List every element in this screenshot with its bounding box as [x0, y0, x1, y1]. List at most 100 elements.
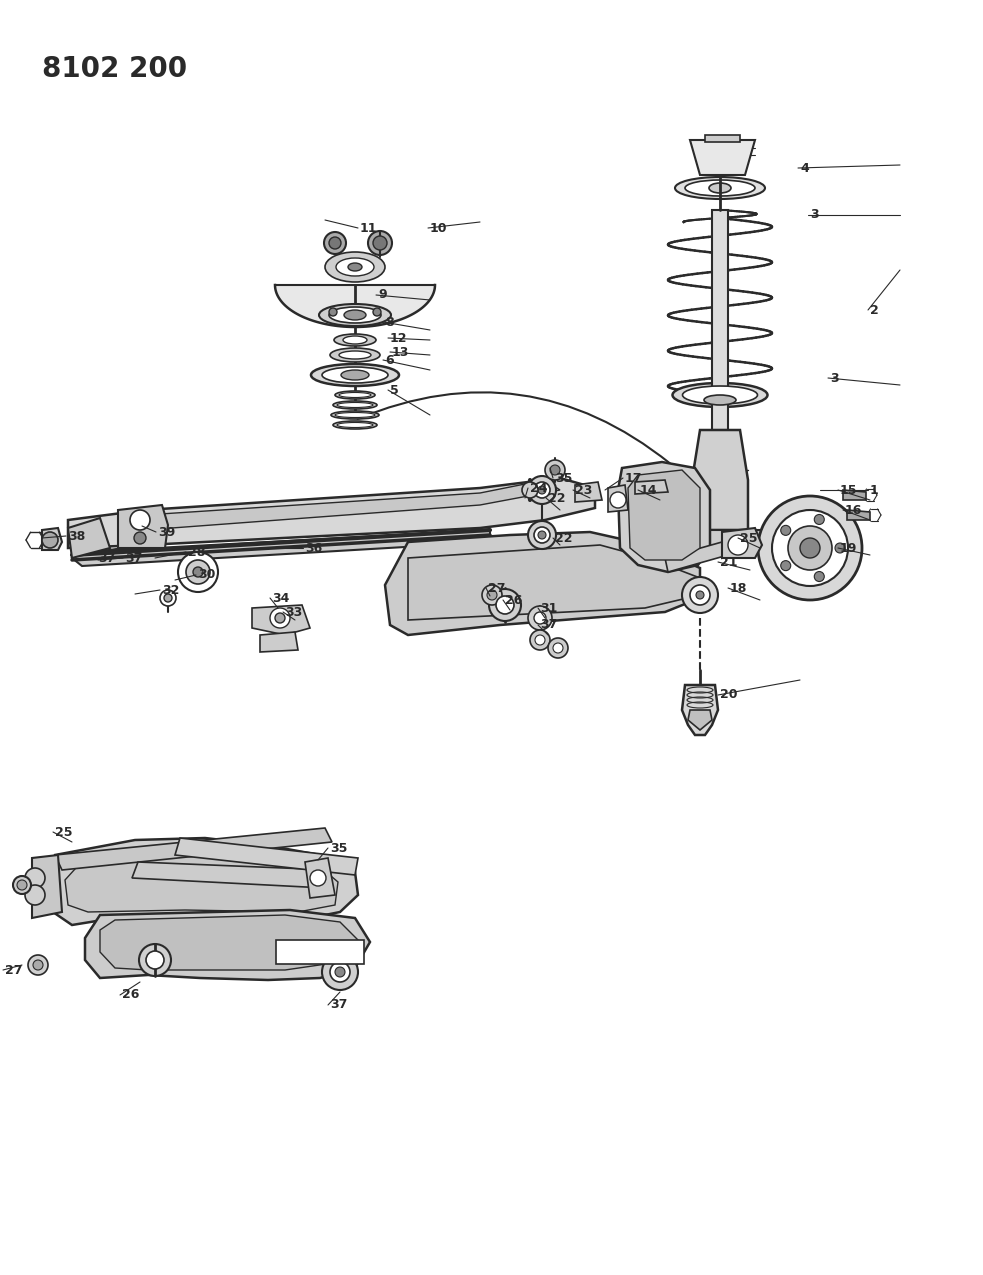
Circle shape	[178, 552, 218, 592]
Circle shape	[329, 237, 341, 249]
Polygon shape	[118, 505, 168, 548]
Circle shape	[164, 594, 172, 602]
Polygon shape	[705, 135, 740, 142]
Text: 12: 12	[390, 332, 408, 344]
Ellipse shape	[331, 411, 379, 419]
Polygon shape	[68, 478, 595, 548]
Polygon shape	[275, 286, 435, 326]
Circle shape	[538, 486, 546, 493]
Text: 2: 2	[870, 303, 879, 316]
Circle shape	[496, 595, 514, 615]
Circle shape	[528, 476, 556, 504]
Ellipse shape	[322, 367, 388, 382]
Circle shape	[270, 608, 290, 629]
Text: 27: 27	[488, 581, 505, 594]
Ellipse shape	[337, 403, 373, 408]
Text: 22: 22	[548, 491, 565, 505]
Ellipse shape	[319, 303, 391, 326]
Circle shape	[682, 578, 718, 613]
Text: 9: 9	[378, 288, 386, 301]
Ellipse shape	[341, 370, 369, 380]
Text: 14: 14	[640, 483, 658, 496]
Text: 3: 3	[810, 209, 819, 222]
Text: 21: 21	[720, 556, 737, 569]
Text: 13: 13	[392, 346, 409, 358]
Circle shape	[550, 465, 560, 476]
Text: 27: 27	[5, 964, 23, 977]
Polygon shape	[665, 542, 728, 572]
Circle shape	[528, 521, 556, 550]
Circle shape	[534, 527, 550, 543]
Text: 8102 200: 8102 200	[42, 55, 187, 83]
Text: 8: 8	[385, 315, 393, 329]
Circle shape	[814, 515, 825, 524]
Polygon shape	[690, 140, 755, 175]
Polygon shape	[408, 544, 700, 620]
Polygon shape	[68, 518, 110, 558]
Text: 35: 35	[330, 842, 347, 854]
Circle shape	[538, 530, 546, 539]
Circle shape	[373, 236, 387, 250]
Text: 36: 36	[305, 542, 322, 555]
Text: 11: 11	[360, 222, 377, 235]
Text: 4: 4	[800, 162, 809, 175]
Polygon shape	[618, 462, 710, 572]
Polygon shape	[85, 910, 370, 980]
Circle shape	[528, 606, 552, 630]
Text: 37: 37	[540, 618, 557, 631]
Circle shape	[835, 543, 845, 553]
Text: C BODY: C BODY	[299, 947, 341, 958]
Polygon shape	[42, 528, 62, 550]
Polygon shape	[692, 430, 748, 530]
Ellipse shape	[343, 337, 367, 344]
Circle shape	[781, 561, 790, 571]
Polygon shape	[847, 510, 870, 520]
Circle shape	[534, 482, 550, 499]
Circle shape	[548, 638, 568, 658]
Circle shape	[134, 532, 146, 544]
Circle shape	[28, 955, 48, 975]
Circle shape	[330, 963, 350, 982]
Ellipse shape	[682, 386, 758, 404]
Circle shape	[489, 589, 521, 621]
Circle shape	[25, 868, 45, 887]
Text: 38: 38	[68, 529, 86, 542]
Polygon shape	[628, 470, 700, 560]
Polygon shape	[72, 530, 490, 566]
Ellipse shape	[333, 421, 377, 428]
Ellipse shape	[685, 180, 755, 196]
Circle shape	[310, 870, 326, 886]
Polygon shape	[385, 532, 700, 635]
Text: 5: 5	[390, 384, 399, 397]
Circle shape	[758, 496, 862, 601]
Ellipse shape	[339, 393, 371, 398]
Circle shape	[814, 571, 825, 581]
Ellipse shape	[709, 184, 731, 193]
Ellipse shape	[333, 402, 377, 409]
Ellipse shape	[330, 348, 380, 362]
Circle shape	[800, 538, 820, 558]
Polygon shape	[48, 838, 358, 924]
Text: 39: 39	[158, 525, 175, 538]
Text: 30: 30	[198, 569, 215, 581]
Circle shape	[17, 880, 27, 890]
Circle shape	[522, 482, 538, 499]
Text: 37: 37	[330, 998, 347, 1011]
Circle shape	[545, 460, 565, 479]
Ellipse shape	[344, 310, 366, 320]
Polygon shape	[305, 858, 335, 898]
Ellipse shape	[348, 263, 362, 272]
Text: 26: 26	[505, 593, 522, 607]
Circle shape	[160, 590, 176, 606]
Text: 28: 28	[188, 546, 205, 558]
Ellipse shape	[675, 177, 765, 199]
Circle shape	[728, 536, 748, 555]
Ellipse shape	[337, 422, 373, 427]
Circle shape	[25, 885, 45, 905]
Circle shape	[368, 231, 392, 255]
Circle shape	[139, 944, 171, 975]
Text: 3: 3	[830, 371, 838, 385]
Text: 20: 20	[720, 688, 737, 701]
Text: 24: 24	[530, 482, 548, 495]
Text: 26: 26	[122, 988, 140, 1001]
